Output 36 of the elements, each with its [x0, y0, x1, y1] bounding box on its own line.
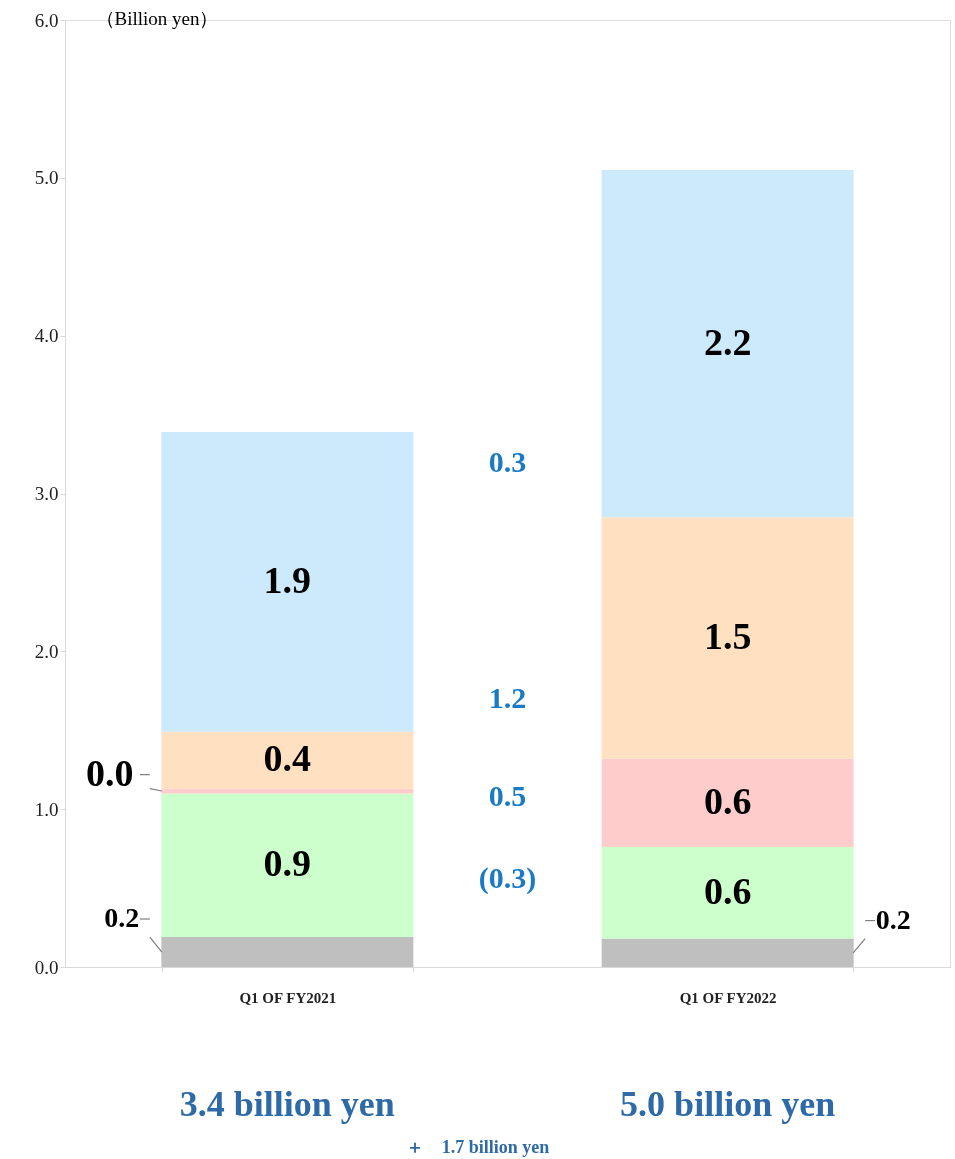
y-axis-title: （Billion yen）: [95, 7, 219, 29]
y-tick-label: 5.0: [34, 167, 59, 189]
bar: [601, 169, 854, 518]
annotation: 0.3: [488, 444, 527, 478]
data-label: 2.2: [703, 320, 752, 363]
data-label: 1.9: [263, 558, 312, 601]
data-label: 0.4: [263, 737, 312, 780]
y-tick-label: 2.0: [34, 640, 59, 662]
data-label: 0.6: [703, 779, 752, 822]
annotation: 0.5: [488, 778, 527, 812]
bar: [601, 758, 854, 848]
data-label: 0.9: [263, 842, 312, 885]
text: ＋ 1.7 billion yen: [405, 1137, 550, 1157]
annotation: 1.2: [488, 681, 527, 715]
bar: [161, 793, 414, 938]
data-label: 0.0: [86, 751, 134, 794]
y-tick-label: 1.0: [34, 798, 59, 820]
y-tick-label: 4.0: [34, 325, 59, 347]
y-tick-label: 3.0: [34, 483, 59, 504]
data-label: 1.5: [703, 614, 752, 657]
data-label: 0.2: [875, 903, 911, 935]
x-tick-label: Q1 OF FY2022: [679, 989, 777, 1006]
bar: [601, 847, 854, 939]
bar: [161, 731, 414, 789]
y-tick-label: 0.0: [34, 956, 59, 978]
text: 5.0 billion yen: [620, 1084, 836, 1124]
data-label: 0.2: [104, 902, 140, 934]
bar: [601, 938, 854, 967]
data-label: 0.6: [703, 869, 752, 912]
x-tick-label: Q1 OF FY2021: [239, 989, 337, 1006]
bar: [161, 937, 414, 967]
annotation: (0.3): [478, 861, 537, 896]
bar: [161, 431, 414, 732]
bar: [601, 517, 854, 759]
text: 3.4 billion yen: [179, 1084, 395, 1124]
y-tick-label: 6.0: [34, 9, 59, 31]
